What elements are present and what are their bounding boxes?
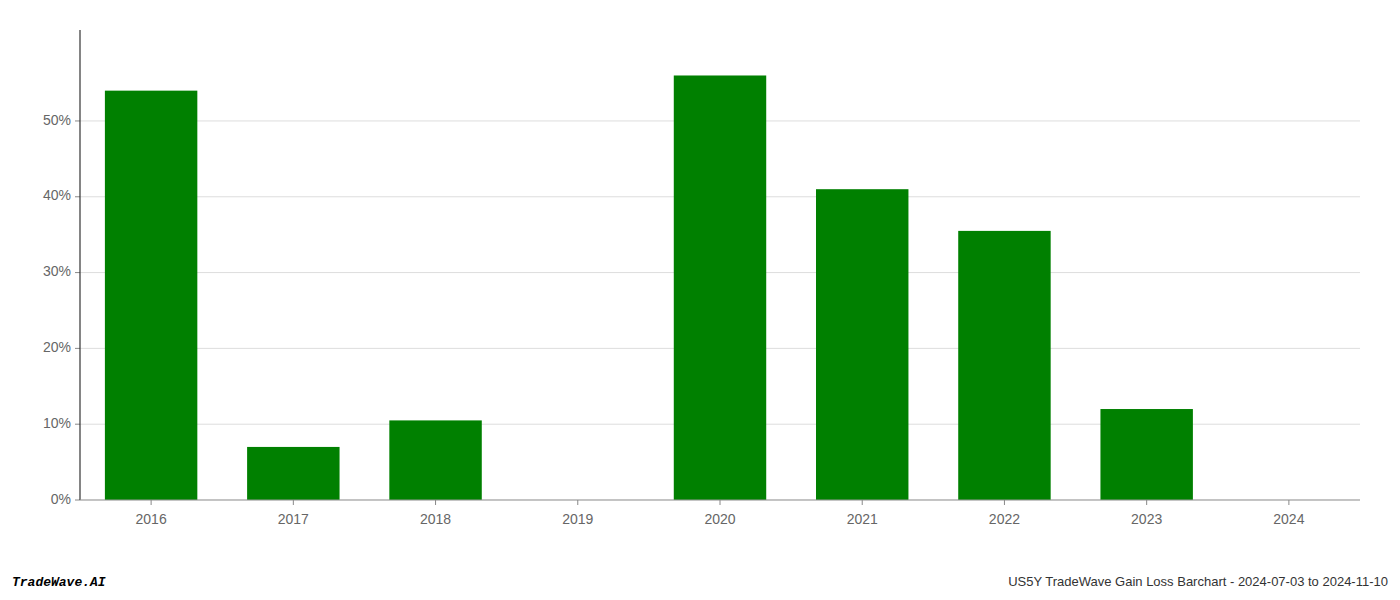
bar bbox=[674, 75, 766, 500]
x-tick bbox=[862, 500, 863, 505]
bars bbox=[105, 75, 1193, 500]
y-tick-label: 0% bbox=[51, 491, 71, 507]
x-tick-label: 2022 bbox=[989, 511, 1020, 527]
x-tick-label: 2019 bbox=[562, 511, 593, 527]
y-tick-label: 10% bbox=[43, 415, 71, 431]
bar bbox=[958, 231, 1050, 500]
bar bbox=[816, 189, 908, 500]
y-tick bbox=[75, 272, 80, 273]
y-tick bbox=[75, 424, 80, 425]
y-axis-line bbox=[79, 30, 80, 500]
x-tick-label: 2020 bbox=[704, 511, 735, 527]
x-axis: 2016 2017 2018 2019 2020 2021 2022 2023 2024 bbox=[80, 500, 1360, 527]
bar bbox=[1100, 409, 1192, 500]
x-tick bbox=[1288, 500, 1289, 505]
x-tick-label: 2024 bbox=[1273, 511, 1304, 527]
y-tick-label: 50% bbox=[43, 112, 71, 128]
chart: 0% 10% 20% 30% 40% 50% 2016 2017 2018 2019 2020 202… bbox=[0, 0, 1400, 600]
x-tick-label: 2018 bbox=[420, 511, 451, 527]
x-tick bbox=[720, 500, 721, 505]
x-tick-label: 2017 bbox=[278, 511, 309, 527]
bar bbox=[247, 447, 339, 500]
footer: TradeWave.AI US5Y TradeWave Gain Loss Bar… bbox=[12, 574, 1388, 590]
y-tick bbox=[75, 348, 80, 349]
x-tick bbox=[293, 500, 294, 505]
x-tick-label: 2016 bbox=[136, 511, 167, 527]
bar bbox=[389, 420, 481, 500]
footer-left: TradeWave.AI bbox=[12, 575, 106, 590]
x-tick bbox=[1146, 500, 1147, 505]
x-tick bbox=[577, 500, 578, 505]
x-tick-label: 2023 bbox=[1131, 511, 1162, 527]
y-tick-label: 30% bbox=[43, 263, 71, 279]
y-tick bbox=[75, 196, 80, 197]
x-tick bbox=[1004, 500, 1005, 505]
x-tick bbox=[151, 500, 152, 505]
y-tick bbox=[75, 120, 80, 121]
y-tick-label: 40% bbox=[43, 187, 71, 203]
y-tick bbox=[75, 500, 80, 501]
bar bbox=[105, 91, 197, 500]
x-tick bbox=[435, 500, 436, 505]
x-tick-label: 2021 bbox=[847, 511, 878, 527]
y-tick-label: 20% bbox=[43, 339, 71, 355]
footer-right: US5Y TradeWave Gain Loss Barchart - 2024… bbox=[1008, 574, 1388, 589]
